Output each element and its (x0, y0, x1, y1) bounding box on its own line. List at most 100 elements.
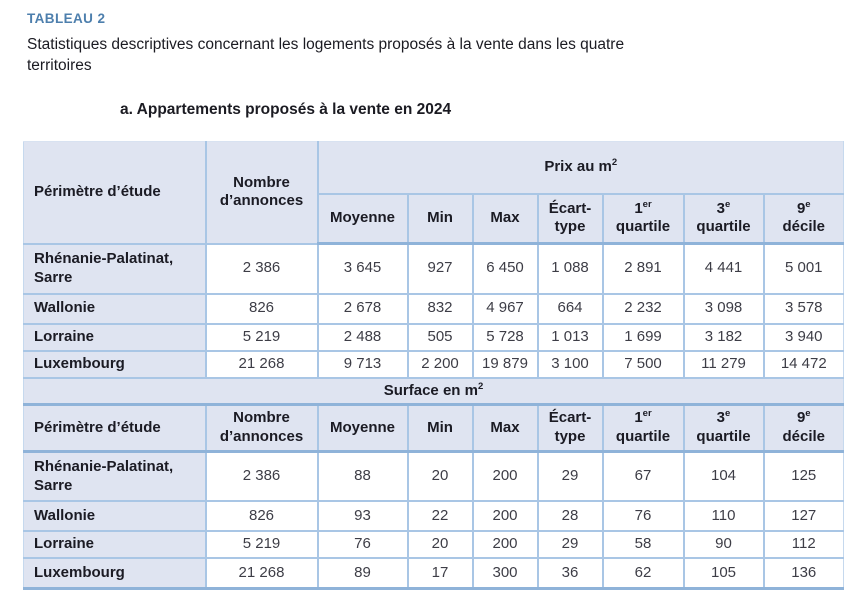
column-header-q3: 3e quartile (682, 403, 765, 453)
table-cell: 21 268 (204, 349, 319, 379)
column-header-perimetre: Périmètre d’étude (23, 403, 207, 453)
table-cell: 300 (471, 557, 539, 590)
table-cell: 20 (406, 530, 474, 560)
table-cell: 127 (762, 500, 845, 533)
table-cell: 88 (316, 450, 409, 503)
table-cell: 3 098 (682, 292, 765, 325)
table-cell: 832 (406, 292, 474, 325)
table-cell: 6 450 (471, 242, 539, 295)
q1-word: quartile (615, 428, 671, 445)
q3-word: quartile (696, 428, 751, 445)
group-header-surface: Surface en m2 (22, 376, 845, 407)
table-cell: 664 (536, 292, 604, 325)
table-cell: 2 891 (601, 242, 685, 295)
table-cell: 5 219 (204, 322, 319, 352)
table-cell: 125 (762, 450, 845, 503)
table-cell: 1 013 (536, 322, 604, 352)
table-cell: 2 232 (601, 292, 685, 325)
d9-sup: e (805, 198, 811, 210)
table-cell: 5 728 (471, 322, 539, 352)
table-row-price-lorraine: Lorraine 5 219 2 488 505 5 728 1 013 1 6… (23, 322, 845, 352)
column-header-q3: 3e quartile (682, 192, 765, 245)
d9-word: décile (782, 218, 826, 236)
column-header-d9: 9e décile (762, 403, 845, 453)
table-cell: 200 (471, 450, 539, 503)
column-header-annonces: Nombre d’annonces (204, 141, 319, 245)
group-header-prix-sup: 2 (611, 156, 618, 168)
table-cell: 5 219 (204, 530, 319, 560)
table-row-surface-lorraine: Lorraine 5 219 76 20 200 29 58 90 112 (23, 530, 845, 560)
table-cell: 136 (762, 557, 845, 590)
table-cell: 11 279 (682, 349, 765, 379)
table-cell: 62 (601, 557, 685, 590)
row-label: Luxembourg (23, 557, 207, 590)
row-label: Luxembourg (23, 349, 207, 379)
column-header-min: Min (406, 403, 474, 453)
row-label: Rhénanie-Palatinat, Sarre (23, 450, 207, 503)
table-row-price-rhenanie: Rhénanie-Palatinat, Sarre 2 386 3 645 92… (23, 242, 845, 295)
table-cell: 93 (316, 500, 409, 533)
table-cell: 2 386 (204, 242, 319, 295)
column-header-d9: 9e décile (762, 192, 845, 245)
table-cell: 21 268 (204, 557, 319, 590)
table-cell: 5 001 (762, 242, 845, 295)
table-cell: 2 386 (204, 450, 319, 503)
group-header-surface-sup: 2 (477, 380, 484, 392)
table-cell: 90 (682, 530, 765, 560)
table-cell: 14 472 (762, 349, 845, 379)
table-cell: 4 967 (471, 292, 539, 325)
row-label: Lorraine (23, 322, 207, 352)
stats-table: Périmètre d’étude Nombre d’annonces Prix… (22, 141, 845, 590)
table-cell: 20 (406, 450, 474, 503)
table-cell: 3 645 (316, 242, 409, 295)
column-header-perimetre: Périmètre d’étude (23, 141, 207, 245)
q1-num: 1 (634, 199, 643, 217)
table-cell: 36 (536, 557, 604, 590)
table-cell: 2 200 (406, 349, 474, 379)
column-header-max: Max (471, 403, 539, 453)
table-cell: 17 (406, 557, 474, 590)
q1-num: 1 (634, 409, 643, 427)
table-cell: 89 (316, 557, 409, 590)
surface-header-row: Périmètre d’étude Nombre d’annonces Moye… (23, 403, 845, 453)
column-header-min: Min (406, 192, 474, 245)
column-header-q1: 1er quartile (601, 403, 685, 453)
column-header-annonces: Nombre d’annonces (204, 403, 319, 453)
group-header-surface-text: Surface en m (383, 381, 478, 399)
table-cell: 9 713 (316, 349, 409, 379)
price-header-row-2: Moyenne Min Max Écart-type 1er quartile 3… (24, 192, 845, 245)
row-label: Lorraine (23, 530, 207, 560)
row-label: Wallonie (23, 292, 207, 325)
section-a-title: a. Appartements proposés à la vente en 2… (120, 101, 452, 118)
table-cell: 29 (536, 450, 604, 503)
table-row-surface-wallonie: Wallonie 826 93 22 200 28 76 110 127 (23, 500, 845, 533)
surface-band-row: Surface en m2 (22, 376, 845, 407)
q1-word: quartile (615, 218, 671, 236)
table-cell: 200 (471, 530, 539, 560)
q3-num: 3 (716, 199, 726, 217)
d9-word: décile (782, 428, 826, 445)
table-cell: 1 088 (536, 242, 604, 295)
column-header-ecart-type: Écart-type (536, 403, 604, 453)
column-header-ecart-type: Écart-type (536, 192, 604, 245)
q3-sup: e (725, 408, 731, 420)
table-cell: 67 (601, 450, 685, 503)
table-cell: 58 (601, 530, 685, 560)
q1-sup: er (642, 198, 652, 210)
table-cell: 2 678 (316, 292, 409, 325)
row-label: Wallonie (23, 500, 207, 533)
table-cell: 112 (762, 530, 845, 560)
row-label: Rhénanie-Palatinat, Sarre (23, 242, 207, 295)
table-row-price-luxembourg: Luxembourg 21 268 9 713 2 200 19 879 3 1… (23, 349, 845, 379)
column-header-q1: 1er quartile (601, 192, 685, 245)
q3-num: 3 (716, 409, 726, 427)
table-cell: 19 879 (471, 349, 539, 379)
table-cell: 826 (204, 292, 319, 325)
table-cell: 3 182 (682, 322, 765, 352)
q3-word: quartile (696, 218, 751, 236)
table-cell: 3 940 (762, 322, 845, 352)
q3-sup: e (725, 198, 731, 210)
table-cell: 200 (471, 500, 539, 533)
table-cell: 2 488 (316, 322, 409, 352)
d9-num: 9 (796, 409, 806, 427)
